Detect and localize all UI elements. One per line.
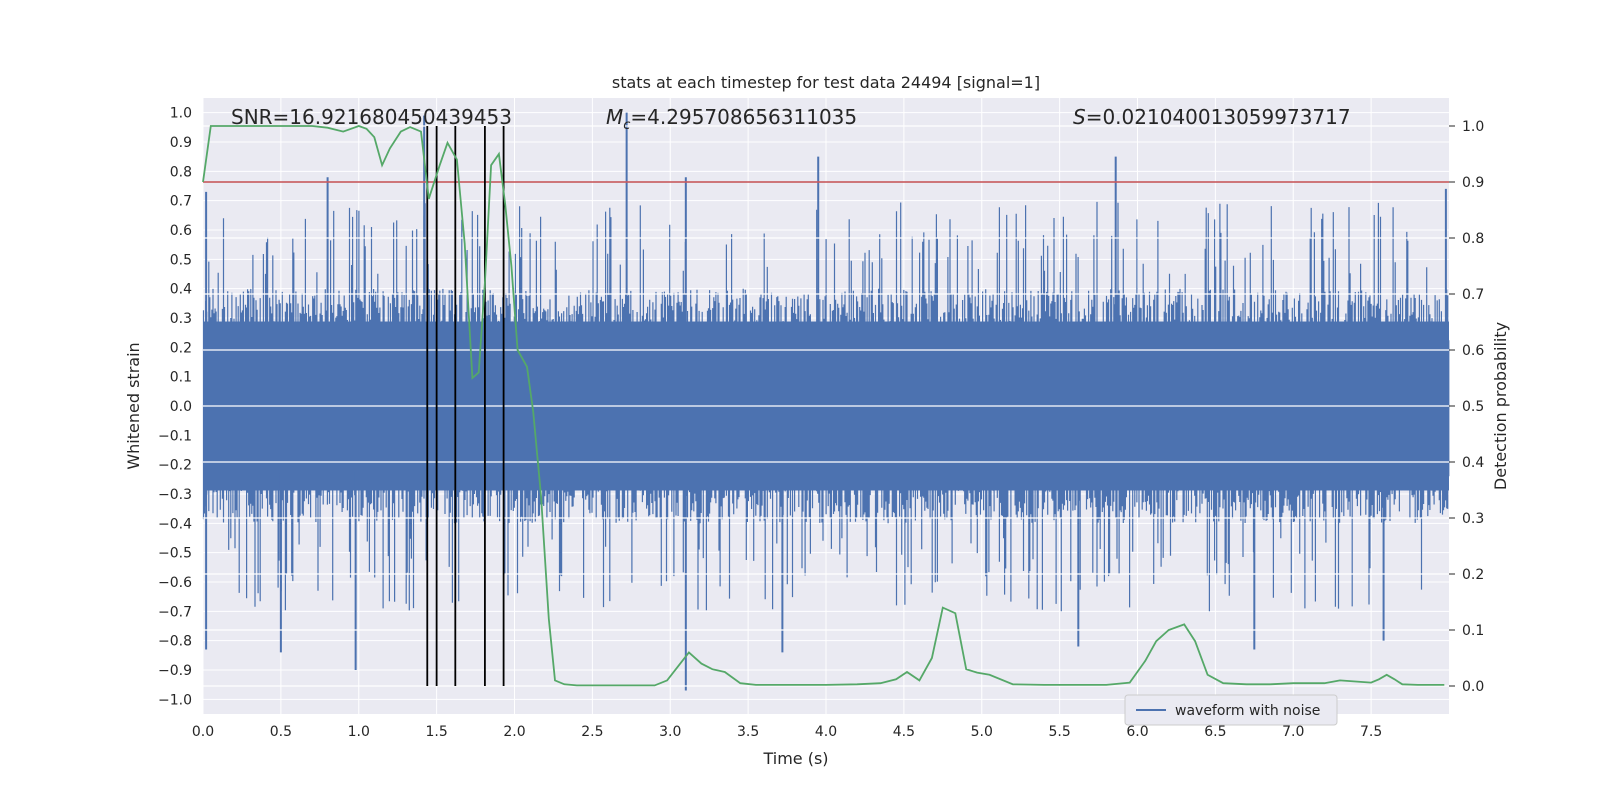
right-tick-label: 0.9 (1462, 175, 1484, 191)
y-tick-label: 0.4 (170, 282, 192, 298)
x-tick-label: 5.5 (1048, 724, 1070, 740)
y-tick-label: −1.0 (158, 692, 192, 708)
waveform-noise (202, 201, 1450, 612)
x-tick-label: 1.5 (425, 724, 447, 740)
y-tick-label: −0.6 (158, 575, 192, 591)
y-tick-label: −0.8 (158, 634, 192, 650)
right-axis-label: Detection probability (1491, 322, 1510, 490)
x-tick-label: 7.5 (1360, 724, 1382, 740)
mc-symbol: M (606, 105, 623, 129)
mc-subscript: c (623, 118, 630, 133)
x-tick-label: 6.5 (1204, 724, 1226, 740)
y-tick-label: −0.5 (158, 546, 192, 562)
y-axis-ticks: 1.0 0.9 0.8 0.7 0.6 0.5 0.4 0.3 0.2 0.1 0.0 −0.1 −0.… (158, 106, 192, 709)
right-axis-ticks: 1.0 0.9 0.8 0.7 0.6 0.5 0.4 0.3 0.2 0.1 0.0 (1449, 119, 1484, 695)
right-tick-label: 1.0 (1462, 119, 1484, 135)
y-tick-label: 0.6 (170, 223, 192, 239)
event-lines (426, 126, 505, 686)
y-tick-label: −0.3 (158, 487, 192, 503)
right-tick-label: 0.5 (1462, 399, 1484, 415)
right-tick-label: 0.4 (1462, 455, 1484, 471)
y-tick-label: 0.5 (170, 252, 192, 268)
x-tick-label: 2.5 (581, 724, 603, 740)
y-tick-label: −0.9 (158, 663, 192, 679)
x-axis-label: Time (s) (762, 749, 828, 768)
x-tick-label: 7.0 (1282, 724, 1304, 740)
y-tick-label: 0.9 (170, 135, 192, 151)
legend-box (1124, 694, 1338, 726)
y-tick-label: −0.7 (158, 604, 192, 620)
y-tick-label: 0.3 (170, 311, 192, 327)
y-axis-label: Whitened strain (124, 342, 143, 469)
detection-probability-line (202, 125, 1445, 687)
right-tick-label: 0.6 (1462, 343, 1484, 359)
chart-title: stats at each timestep for test data 244… (612, 73, 1040, 92)
x-tick-label: 5.0 (971, 724, 993, 740)
y-tick-label: −0.2 (158, 458, 192, 474)
x-tick-label: 3.0 (659, 724, 681, 740)
s-symbol: S (1073, 105, 1086, 129)
chirp-mass-annotation: Mc=4.295708656311035 (606, 105, 857, 133)
y-tick-label: 0.0 (170, 399, 192, 415)
x-tick-label: 4.5 (893, 724, 915, 740)
right-tick-label: 0.7 (1462, 287, 1484, 303)
legend-label: waveform with noise (1175, 703, 1320, 719)
y-tick-label: 0.2 (170, 340, 192, 356)
x-tick-label: 4.0 (815, 724, 837, 740)
right-tick-label: 0.2 (1462, 567, 1484, 583)
right-tick-label: 0.3 (1462, 511, 1484, 527)
x-tick-label: 1.0 (348, 724, 370, 740)
x-tick-label: 2.0 (503, 724, 525, 740)
right-tick-label: 0.0 (1462, 679, 1484, 695)
legend: waveform with noise (1124, 694, 1338, 726)
y-tick-label: 1.0 (170, 106, 192, 122)
s-annotation: S=0.021040013059973717 (1073, 105, 1351, 129)
mc-value: =4.295708656311035 (630, 105, 857, 129)
y-tick-label: 0.7 (170, 194, 192, 210)
x-tick-label: 0.5 (270, 724, 292, 740)
x-axis-ticks: 0.0 0.5 1.0 1.5 2.0 2.5 3.0 3.5 4.0 4.5 5.0 5.5 6.0 6… (192, 724, 1382, 740)
s-value: =0.021040013059973717 (1086, 105, 1351, 129)
y-tick-label: −0.4 (158, 516, 192, 532)
snr-annotation: SNR=16.921680450439453 (231, 105, 512, 129)
y-tick-label: 0.8 (170, 164, 192, 180)
right-tick-label: 0.8 (1462, 231, 1484, 247)
x-tick-label: 0.0 (192, 724, 214, 740)
x-tick-label: 3.5 (737, 724, 759, 740)
y-tick-label: 0.1 (170, 370, 192, 386)
y-tick-label: −0.1 (158, 428, 192, 444)
x-tick-label: 6.0 (1126, 724, 1148, 740)
right-tick-label: 0.1 (1462, 623, 1484, 639)
